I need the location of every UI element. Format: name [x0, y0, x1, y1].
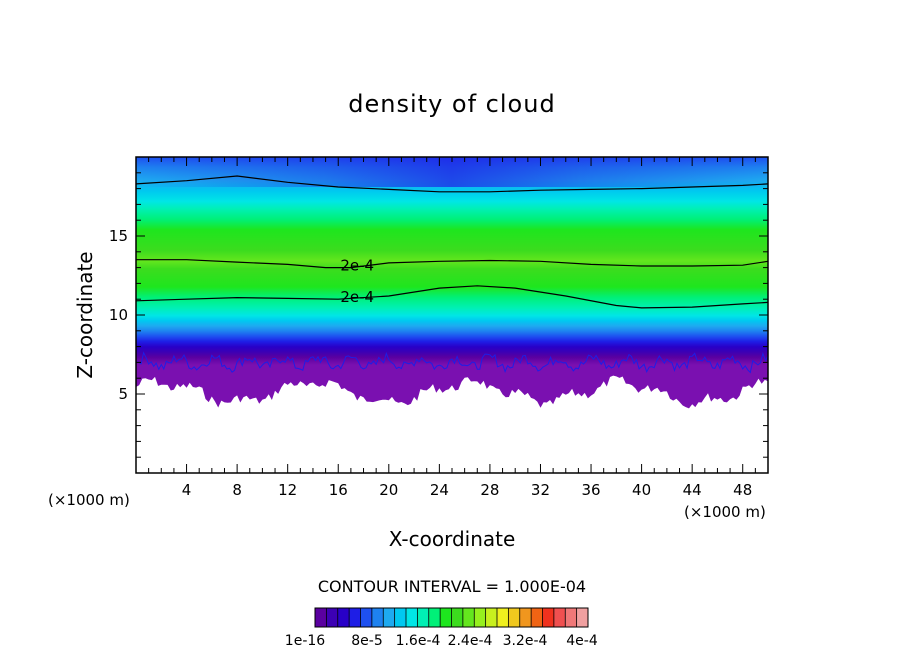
contour-line-1 [136, 259, 768, 269]
colorbar-swatch [565, 608, 577, 627]
colorbar-tick-label: 1e-16 [285, 633, 325, 649]
colorbar-labels: 1e-16 8e-5 1.6e-4 2.4e-4 3.2e-4 4e-4 [285, 633, 598, 649]
colorbar-swatch [485, 608, 498, 627]
x-tick-label: 28 [480, 481, 499, 499]
colorbar-swatch [576, 608, 589, 627]
colorbar-swatch [394, 608, 407, 627]
x-tick-label: 20 [379, 481, 398, 499]
y-tick-label: 15 [109, 227, 128, 245]
colorbar-swatch [371, 608, 384, 627]
x-tick-label: 48 [733, 481, 752, 499]
colorbar-swatch [406, 608, 418, 627]
colorbar-swatch [315, 608, 327, 627]
colorbar-swatch [508, 608, 521, 627]
chart-title: density of cloud [348, 90, 555, 118]
contour-line-0 [136, 175, 768, 193]
colorbar-swatch [326, 608, 339, 627]
colorbar-swatch [497, 608, 509, 627]
x-axis-label: X-coordinate [389, 527, 516, 551]
contour-lines [136, 175, 768, 309]
colorbar-tick-label: 1.6e-4 [396, 633, 441, 649]
colorbar-swatch [542, 608, 555, 627]
x-tick-label: 24 [430, 481, 449, 499]
contour-field: 2e-4 2e-4 [136, 157, 768, 473]
colorbar-swatch [553, 608, 566, 627]
x-unit-label: (×1000 m) [684, 503, 766, 521]
y-axis-label: Z-coordinate [73, 251, 97, 378]
x-tick-label: 12 [278, 481, 297, 499]
x-tick-label: 44 [683, 481, 702, 499]
x-tick-label: 40 [632, 481, 651, 499]
colorbar-tick-label: 8e-5 [351, 633, 382, 649]
contour-label-1: 2e-4 [340, 288, 374, 306]
x-axis-ticks: 4 8 12 16 20 24 28 32 36 40 44 48 [148, 157, 756, 499]
colorbar-frame [314, 607, 589, 628]
contour-interval-text: CONTOUR INTERVAL = 1.000E-04 [318, 577, 586, 596]
colorbar-tick-label: 3.2e-4 [503, 633, 548, 649]
x-tick-label: 16 [329, 481, 348, 499]
contour-labels: 2e-4 2e-4 [340, 257, 374, 307]
contour-label-0: 2e-4 [340, 257, 374, 275]
x-tick-label: 36 [581, 481, 600, 499]
x-tick-label: 8 [232, 481, 242, 499]
colorbar-swatch [383, 608, 395, 627]
colorbar-swatch [451, 608, 464, 627]
contour-line-2 [136, 285, 768, 309]
colorbar-tick-label: 2.4e-4 [448, 633, 493, 649]
colorbar-swatch [349, 608, 361, 627]
colorbar-swatch [360, 608, 373, 627]
colorbar-swatch [417, 608, 430, 627]
colorbar-swatch [474, 608, 486, 627]
colorbar-swatch [337, 608, 350, 627]
colorbar-swatch [440, 608, 452, 627]
colorbar-swatch [531, 608, 543, 627]
colorbar-swatch [462, 608, 475, 627]
y-axis-ticks: 5 10 15 [109, 172, 768, 458]
x-tick-label: 32 [531, 481, 550, 499]
x-tick-label: 4 [182, 481, 192, 499]
colorbar-swatch [519, 608, 532, 627]
y-tick-label: 5 [118, 385, 128, 403]
colorbar-tick-label: 4e-4 [566, 633, 598, 649]
colorbar [314, 607, 589, 628]
cloud-ragged-edge [136, 351, 768, 374]
y-unit-label: (×1000 m) [48, 491, 130, 509]
y-tick-label: 10 [109, 306, 128, 324]
colorbar-swatch [428, 608, 441, 627]
cloud-base-boundary [136, 375, 768, 473]
